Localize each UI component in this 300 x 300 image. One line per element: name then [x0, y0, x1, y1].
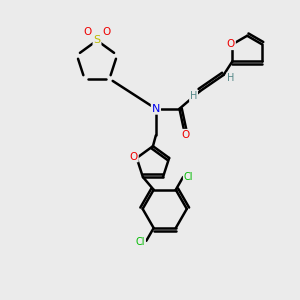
Text: H: H [190, 92, 197, 101]
Text: N: N [152, 104, 160, 114]
Text: O: O [130, 152, 138, 161]
Text: Cl: Cl [184, 172, 193, 182]
Text: O: O [181, 130, 190, 140]
Text: H: H [227, 73, 235, 83]
Text: O: O [227, 39, 235, 49]
Text: S: S [93, 35, 100, 46]
Text: O: O [102, 27, 110, 37]
Text: O: O [83, 27, 92, 37]
Text: Cl: Cl [136, 237, 145, 247]
